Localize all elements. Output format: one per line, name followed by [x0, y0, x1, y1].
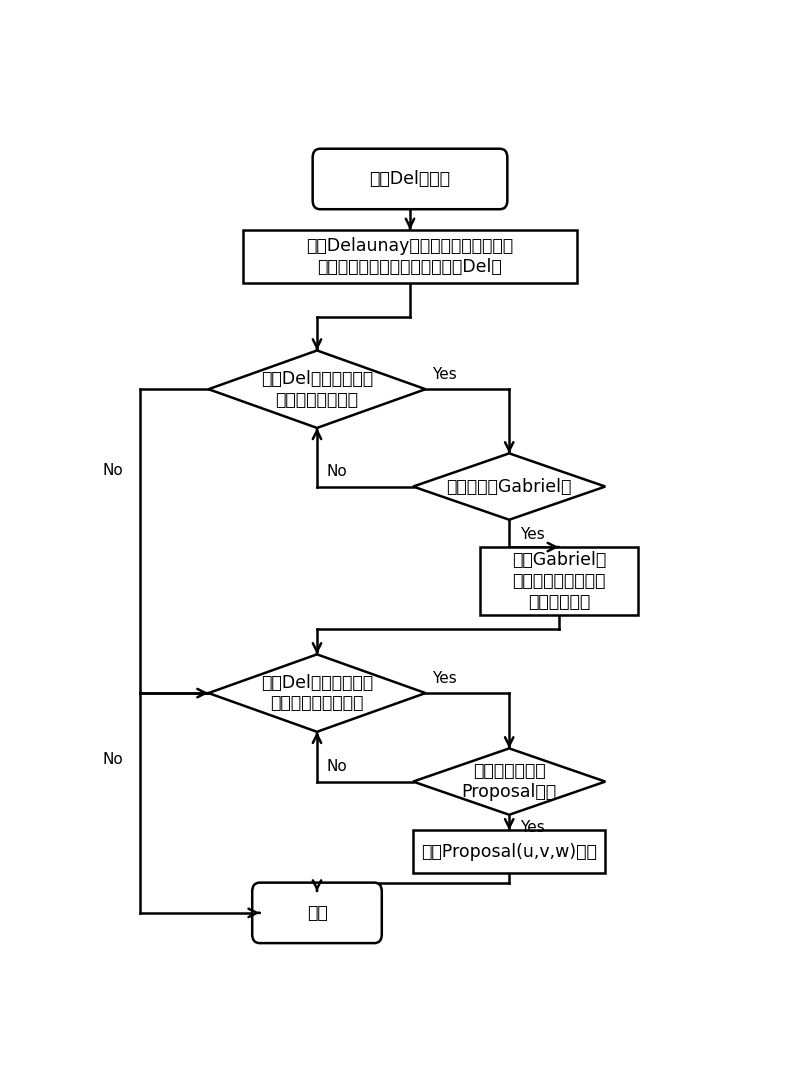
FancyBboxPatch shape	[252, 882, 382, 943]
Text: 标记Gabriel边
将该边关联的节点加
入逻辑邻居表: 标记Gabriel边 将该边关联的节点加 入逻辑邻居表	[512, 551, 606, 610]
Polygon shape	[209, 654, 426, 732]
Text: Yes: Yes	[432, 367, 457, 382]
Text: No: No	[326, 464, 347, 479]
Bar	[242, 230, 578, 283]
Text: 结束: 结束	[306, 904, 327, 922]
Text: 发送Proposal(u,v,w)消息: 发送Proposal(u,v,w)消息	[422, 843, 597, 860]
Text: 本地Del图中有未遍历
的和本身相连的边: 本地Del图中有未遍历 的和本身相连的边	[261, 370, 373, 408]
Text: 调用Delaunay三角剖分构造算法，根
据两跳内邻居节点信息构造本地Del图: 调用Delaunay三角剖分构造算法，根 据两跳内邻居节点信息构造本地Del图	[306, 237, 514, 276]
FancyBboxPatch shape	[313, 149, 507, 210]
Polygon shape	[209, 351, 426, 428]
Text: Yes: Yes	[520, 526, 545, 542]
Text: No: No	[326, 759, 347, 774]
Text: 三角形是否符合
Proposal条件: 三角形是否符合 Proposal条件	[462, 762, 557, 802]
Text: 判断是否是Gabriel边: 判断是否是Gabriel边	[446, 477, 572, 496]
Polygon shape	[413, 748, 606, 815]
Polygon shape	[413, 453, 606, 520]
Text: No: No	[102, 463, 122, 477]
Text: Yes: Yes	[432, 670, 457, 686]
Bar	[413, 830, 606, 873]
Text: 本地Del图构造: 本地Del图构造	[370, 170, 450, 188]
Text: Yes: Yes	[520, 820, 545, 835]
Text: 本地Del图中有未遍历
的本节点相邻三角形: 本地Del图中有未遍历 的本节点相邻三角形	[261, 674, 373, 712]
Bar	[480, 547, 638, 615]
Text: No: No	[102, 751, 122, 767]
